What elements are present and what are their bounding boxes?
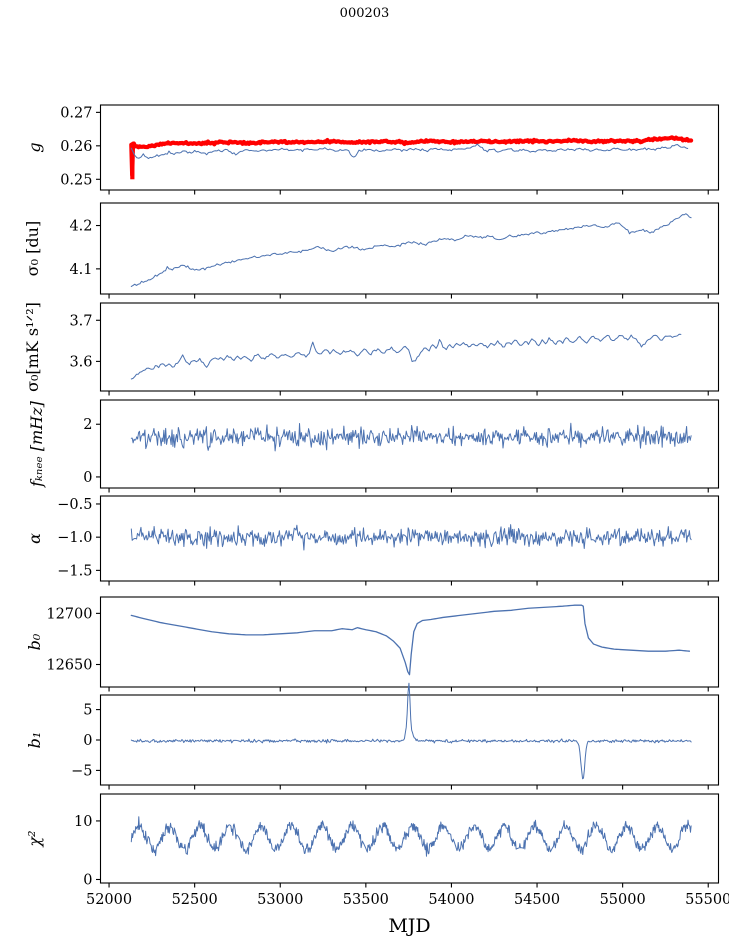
y-tick-label: −1.5 bbox=[57, 563, 92, 579]
panel-b1: −5 0 5 b₁ bbox=[25, 682, 720, 790]
x-tick-label: 52500 bbox=[172, 892, 218, 908]
y-tick-label: 5 bbox=[83, 703, 92, 719]
panel-frame bbox=[99, 495, 720, 582]
y-axis-label-chi2: χ² bbox=[25, 830, 44, 847]
y-tick-label: 0.25 bbox=[60, 172, 92, 188]
series-g_blue bbox=[130, 143, 689, 160]
y-tick-label: 0 bbox=[83, 733, 92, 749]
x-axis-title: MJD bbox=[388, 915, 430, 937]
panel-frame bbox=[99, 793, 720, 884]
series-sigma0_du bbox=[130, 213, 692, 287]
panel-sigma0_mK: 3.6 3.7 σ₀[mK s¹ᐟ²] bbox=[23, 302, 720, 396]
panel-frame bbox=[99, 202, 720, 295]
series-alpha bbox=[130, 524, 692, 551]
y-tick-label: −1.0 bbox=[57, 530, 92, 546]
panel-frame bbox=[99, 399, 720, 489]
series-sigma0_mK bbox=[130, 333, 682, 380]
y-axis-label-gain: g bbox=[25, 142, 44, 152]
y-tick-label: 4.2 bbox=[69, 219, 92, 235]
y-tick-label: 0.27 bbox=[60, 105, 92, 121]
panel-gain: 0.25 0.26 0.27 g bbox=[25, 104, 720, 195]
x-tick-label: 55000 bbox=[600, 892, 646, 908]
y-axis-label-sigma0_du: σ₀ [du] bbox=[23, 221, 42, 276]
y-tick-label: 12700 bbox=[46, 606, 92, 622]
y-axis-label-b1: b₁ bbox=[25, 732, 44, 749]
x-tick-label: 52000 bbox=[86, 892, 132, 908]
x-tick-label: 53500 bbox=[343, 892, 389, 908]
series-b0 bbox=[130, 604, 691, 676]
series-chi2 bbox=[130, 816, 692, 857]
x-tick-label: 55500 bbox=[685, 892, 729, 908]
y-axis-label-b0: b₀ bbox=[25, 633, 44, 650]
y-tick-label: 4.1 bbox=[69, 262, 92, 278]
series-g_red bbox=[129, 135, 694, 178]
y-axis-label-sigma0_mK: σ₀[mK s¹ᐟ²] bbox=[23, 302, 42, 392]
y-tick-label: 12650 bbox=[46, 658, 92, 674]
y-tick-label: −0.5 bbox=[57, 497, 92, 513]
y-tick-label: 3.6 bbox=[69, 354, 92, 370]
y-axis-label-alpha: α bbox=[25, 533, 44, 544]
series-f_knee bbox=[130, 422, 692, 452]
y-tick-label: 10 bbox=[74, 814, 92, 830]
panel-frame bbox=[99, 302, 720, 392]
x-tick-label: 54500 bbox=[514, 892, 560, 908]
y-tick-label: 3.7 bbox=[69, 313, 92, 329]
y-tick-label: 2 bbox=[83, 417, 92, 433]
panel-f_knee: 0 2 fₖₙₑₑ [mHz] bbox=[27, 399, 720, 493]
x-tick-label: 53000 bbox=[257, 892, 303, 908]
y-tick-label: 0 bbox=[83, 470, 92, 486]
panel-chi2: 0 10 χ² 52000 52500 53000 53500 54000 54500 55000… bbox=[25, 793, 729, 937]
figure-title: 000203 bbox=[339, 6, 390, 21]
panel-frame bbox=[99, 104, 720, 191]
y-tick-label: −5 bbox=[71, 763, 92, 779]
y-tick-label: 0.26 bbox=[60, 139, 92, 155]
y-axis-label-f_knee: fₖₙₑₑ [mHz] bbox=[27, 400, 46, 488]
panel-sigma0_du: 4.1 4.2 σ₀ [du] bbox=[23, 202, 720, 299]
series-b1 bbox=[130, 682, 692, 780]
x-tick-label: 54000 bbox=[428, 892, 474, 908]
y-tick-label: 0 bbox=[83, 872, 92, 888]
panel-alpha: −0.5 −1.0 −1.5 α bbox=[25, 495, 720, 586]
